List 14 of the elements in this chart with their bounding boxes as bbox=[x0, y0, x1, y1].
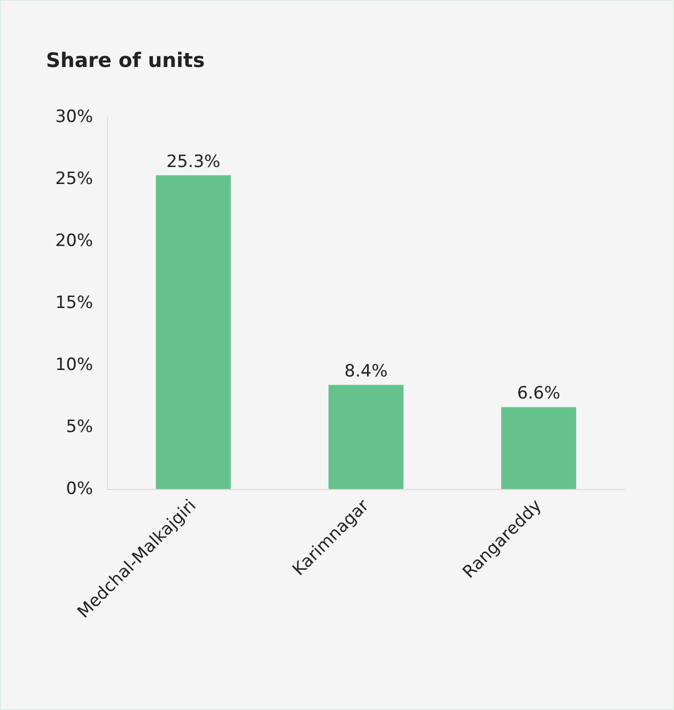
bar bbox=[328, 384, 404, 489]
y-tick-label: 30% bbox=[55, 107, 93, 127]
y-tick-label: 20% bbox=[55, 231, 93, 251]
y-tick-label: 10% bbox=[55, 355, 93, 375]
y-tick-label: 15% bbox=[55, 293, 93, 313]
data-label: 8.4% bbox=[344, 361, 388, 382]
bar bbox=[156, 175, 231, 489]
y-tick-label: 25% bbox=[55, 169, 93, 189]
y-tick-label: 0% bbox=[66, 479, 93, 499]
chart-title: Share of units bbox=[46, 48, 205, 72]
data-label: 6.6% bbox=[517, 384, 560, 404]
y-tick-label: 5% bbox=[66, 417, 93, 437]
bar bbox=[501, 407, 576, 489]
data-label: 25.3% bbox=[166, 152, 220, 172]
